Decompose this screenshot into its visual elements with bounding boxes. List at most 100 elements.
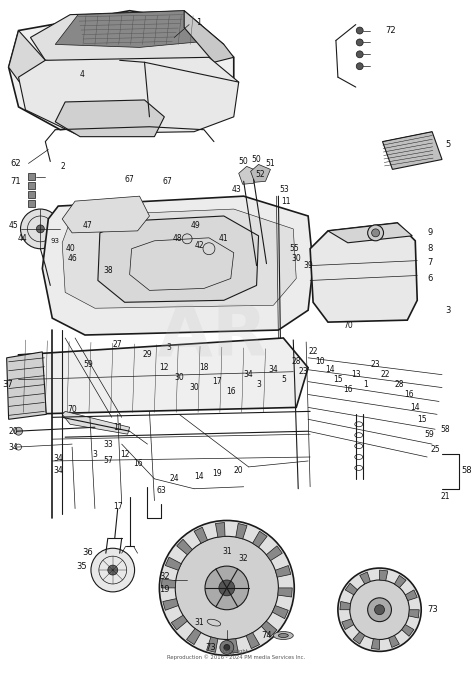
Text: 19: 19	[212, 469, 222, 479]
Polygon shape	[275, 565, 291, 577]
Polygon shape	[18, 57, 239, 134]
Text: 1: 1	[363, 380, 368, 389]
Text: 23: 23	[371, 360, 381, 369]
Polygon shape	[18, 338, 308, 415]
Text: 51: 51	[265, 159, 275, 168]
Text: 32: 32	[159, 571, 170, 581]
Text: 22: 22	[309, 347, 318, 357]
Text: 59: 59	[424, 429, 434, 439]
Text: 53: 53	[280, 184, 289, 194]
Text: 50: 50	[239, 157, 248, 166]
Text: 58: 58	[440, 425, 450, 433]
Polygon shape	[55, 11, 214, 47]
Circle shape	[220, 641, 234, 654]
Text: 59: 59	[83, 360, 93, 369]
Polygon shape	[251, 164, 271, 182]
Circle shape	[338, 568, 421, 651]
Circle shape	[91, 548, 135, 592]
Circle shape	[356, 39, 363, 46]
Ellipse shape	[273, 631, 293, 639]
Text: 71: 71	[10, 177, 21, 186]
Polygon shape	[405, 590, 417, 600]
Circle shape	[356, 51, 363, 58]
Polygon shape	[194, 527, 208, 543]
Text: 34: 34	[9, 443, 18, 452]
Text: 57: 57	[103, 456, 113, 466]
Polygon shape	[340, 602, 350, 610]
Text: 10: 10	[315, 357, 325, 366]
Text: 16: 16	[404, 390, 414, 399]
Circle shape	[368, 598, 392, 622]
Circle shape	[350, 580, 410, 639]
Polygon shape	[216, 522, 225, 537]
Text: 16: 16	[343, 385, 353, 394]
Polygon shape	[360, 572, 370, 584]
Polygon shape	[161, 579, 176, 588]
Text: 11: 11	[282, 197, 291, 206]
Polygon shape	[9, 30, 46, 97]
Polygon shape	[239, 166, 258, 184]
Circle shape	[36, 225, 45, 233]
Polygon shape	[42, 196, 313, 335]
Polygon shape	[389, 635, 400, 647]
Polygon shape	[310, 223, 417, 322]
Polygon shape	[273, 606, 288, 618]
Polygon shape	[401, 625, 414, 636]
Text: 28: 28	[395, 380, 404, 389]
Text: 7: 7	[427, 258, 433, 267]
Polygon shape	[28, 174, 36, 180]
Ellipse shape	[278, 633, 288, 637]
Polygon shape	[177, 539, 192, 555]
Text: 38: 38	[103, 266, 113, 275]
Circle shape	[368, 225, 383, 241]
Text: 34: 34	[54, 454, 63, 464]
Text: 3: 3	[445, 306, 450, 315]
Text: 3: 3	[167, 343, 172, 353]
Polygon shape	[353, 632, 365, 644]
Text: 14: 14	[410, 403, 420, 412]
Text: 1: 1	[196, 18, 201, 27]
Text: 63: 63	[156, 486, 166, 495]
Text: 12: 12	[120, 450, 129, 458]
Text: 30: 30	[189, 383, 199, 392]
Polygon shape	[28, 200, 36, 207]
Text: 17: 17	[113, 502, 123, 511]
Text: 16: 16	[133, 460, 142, 468]
Polygon shape	[7, 352, 46, 419]
Text: 72: 72	[385, 26, 396, 35]
Text: 32: 32	[239, 554, 248, 563]
Text: 19: 19	[159, 586, 170, 594]
Circle shape	[356, 63, 363, 70]
Circle shape	[159, 520, 294, 656]
Polygon shape	[371, 639, 380, 649]
Text: 11: 11	[113, 423, 122, 432]
Polygon shape	[55, 100, 164, 137]
Circle shape	[108, 565, 118, 575]
Text: 20: 20	[9, 427, 18, 435]
Text: 5: 5	[281, 375, 286, 384]
Polygon shape	[345, 583, 357, 595]
Text: 70: 70	[67, 405, 77, 414]
Circle shape	[372, 229, 380, 237]
Text: Copyright
Reproduction © 2016 - 2024 PM media Services Inc.: Copyright Reproduction © 2016 - 2024 PM …	[167, 649, 305, 660]
Text: AR: AR	[156, 302, 268, 371]
Text: 17: 17	[212, 377, 222, 386]
Text: 29: 29	[143, 351, 152, 359]
Text: 28: 28	[292, 357, 301, 366]
Text: 37: 37	[3, 380, 13, 389]
Polygon shape	[246, 633, 260, 649]
Text: 70: 70	[343, 320, 353, 330]
Text: 21: 21	[440, 492, 450, 501]
Text: 67: 67	[125, 175, 135, 184]
Text: 5: 5	[445, 140, 450, 149]
Text: 16: 16	[226, 387, 236, 396]
Polygon shape	[228, 639, 238, 653]
Polygon shape	[28, 191, 36, 198]
Text: 41: 41	[219, 234, 228, 244]
Text: 73: 73	[206, 643, 216, 652]
Polygon shape	[163, 599, 178, 610]
Text: 48: 48	[173, 234, 182, 244]
Text: 14: 14	[325, 365, 335, 374]
Text: 9: 9	[427, 228, 432, 238]
Polygon shape	[171, 615, 187, 630]
